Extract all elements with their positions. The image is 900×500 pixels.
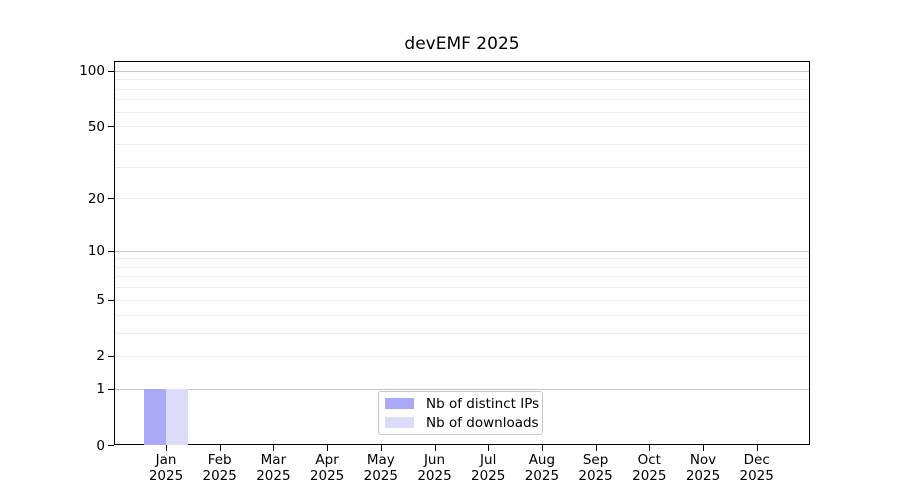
minor-gridline bbox=[115, 299, 809, 301]
y-tick-label: 2 bbox=[96, 348, 105, 365]
x-tick-label-jul: Jul 2025 bbox=[471, 452, 506, 484]
y-tick-label: 50 bbox=[87, 118, 105, 135]
y-tick bbox=[108, 70, 114, 72]
minor-gridline bbox=[115, 332, 809, 334]
x-tick bbox=[434, 445, 436, 451]
y-tick bbox=[108, 445, 114, 446]
y-tick bbox=[108, 126, 114, 128]
minor-gridline bbox=[115, 258, 809, 260]
x-tick-label-mar: Mar 2025 bbox=[256, 452, 291, 484]
major-gridline bbox=[115, 70, 809, 72]
legend-entry-distinct-ips: Nb of distinct IPs bbox=[385, 395, 539, 412]
y-tick-label: 100 bbox=[79, 63, 105, 80]
legend-label-downloads: Nb of downloads bbox=[426, 414, 539, 431]
x-tick-label-feb: Feb 2025 bbox=[202, 452, 237, 484]
x-tick-label-jun: Jun 2025 bbox=[417, 452, 452, 484]
major-gridline bbox=[115, 388, 809, 390]
minor-gridline bbox=[115, 79, 809, 81]
minor-gridline bbox=[115, 166, 809, 168]
major-gridline bbox=[115, 250, 809, 252]
bar-nb-of-distinct-ips bbox=[144, 388, 166, 445]
x-tick-label-apr: Apr 2025 bbox=[309, 452, 345, 484]
legend-swatch-distinct-ips bbox=[385, 398, 414, 409]
x-tick-label-oct: Oct 2025 bbox=[632, 452, 667, 484]
legend-swatch-downloads bbox=[385, 417, 414, 428]
minor-gridline bbox=[115, 266, 809, 268]
x-tick-label-sep: Sep 2025 bbox=[578, 452, 613, 484]
x-tick bbox=[166, 445, 167, 451]
x-tick-label-nov: Nov 2025 bbox=[685, 452, 721, 484]
legend-label-distinct-ips: Nb of distinct IPs bbox=[426, 395, 540, 412]
y-tick-label: 5 bbox=[96, 292, 105, 309]
x-tick bbox=[756, 445, 758, 451]
y-tick-label: 1 bbox=[96, 381, 105, 398]
minor-gridline bbox=[115, 88, 809, 90]
legend: Nb of distinct IPs Nb of downloads bbox=[378, 391, 543, 435]
y-tick bbox=[108, 299, 114, 301]
x-tick bbox=[703, 445, 704, 451]
minor-gridline bbox=[115, 99, 809, 101]
plot-area bbox=[114, 61, 810, 445]
y-tick bbox=[108, 388, 114, 390]
y-tick-label: 20 bbox=[87, 190, 105, 207]
x-tick bbox=[380, 445, 382, 451]
x-tick bbox=[541, 445, 543, 451]
x-tick bbox=[488, 445, 490, 451]
x-tick bbox=[327, 445, 329, 451]
minor-gridline bbox=[115, 287, 809, 289]
x-tick-label-aug: Aug 2025 bbox=[524, 452, 560, 484]
minor-gridline bbox=[115, 355, 809, 357]
y-tick bbox=[108, 250, 114, 252]
x-tick bbox=[595, 445, 597, 451]
x-tick-label-may: May 2025 bbox=[363, 452, 398, 484]
minor-gridline bbox=[115, 126, 809, 128]
x-tick bbox=[649, 445, 651, 451]
minor-gridline bbox=[115, 143, 809, 145]
minor-gridline bbox=[115, 314, 809, 316]
y-tick bbox=[108, 198, 114, 200]
bar-nb-of-downloads bbox=[166, 388, 188, 445]
x-tick bbox=[273, 445, 275, 451]
y-tick-label: 10 bbox=[87, 243, 105, 260]
chart-title: devEMF 2025 bbox=[404, 34, 520, 54]
y-tick bbox=[108, 355, 114, 357]
minor-gridline bbox=[115, 276, 809, 278]
legend-entry-downloads: Nb of downloads bbox=[385, 414, 539, 431]
minor-gridline bbox=[115, 111, 809, 113]
x-tick-label-jan: Jan 2025 bbox=[148, 452, 184, 484]
minor-gridline bbox=[115, 198, 809, 200]
x-tick bbox=[219, 445, 221, 451]
y-tick-label: 0 bbox=[96, 437, 105, 454]
x-tick-label-dec: Dec 2025 bbox=[739, 452, 774, 484]
